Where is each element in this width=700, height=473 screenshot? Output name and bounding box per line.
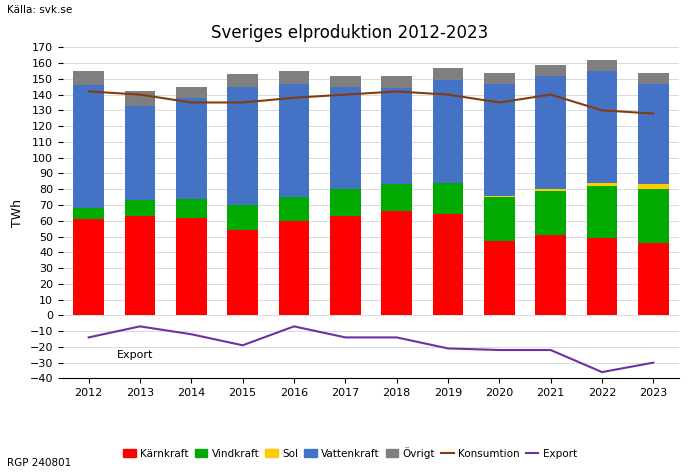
Bar [638,189,668,243]
Line: Export: Export [89,326,653,372]
Export [341,334,349,340]
Bar [330,216,360,315]
Bar [176,98,206,199]
Bar [279,221,309,315]
Bar [279,84,309,197]
Export [598,369,606,375]
Konsumtion [136,92,144,97]
Bar [125,91,155,105]
Bar [587,71,617,183]
Bar [587,186,617,238]
Konsumtion [598,107,606,113]
Bar [382,184,412,211]
Bar [536,65,566,76]
Bar [638,72,668,84]
Bar [176,218,206,315]
Bar [433,183,463,214]
Bar [638,243,668,315]
Bar [433,80,463,183]
Bar [638,184,668,189]
Bar [536,235,566,315]
Bar [228,87,258,205]
Bar [484,72,514,84]
Konsumtion [290,95,298,101]
Bar [484,195,514,197]
Bar [125,105,155,200]
Export [649,360,657,366]
Bar [587,238,617,315]
Bar [587,60,617,71]
Konsumtion [85,88,93,94]
Bar [433,68,463,80]
Export [393,334,401,340]
Bar [382,211,412,315]
Export [290,324,298,329]
Text: Källa: svk.se: Källa: svk.se [7,5,72,15]
Bar [330,76,360,87]
Bar [587,183,617,186]
Konsumtion [649,111,657,116]
Konsumtion [341,92,349,97]
Export [239,342,247,348]
Text: RGP 240801: RGP 240801 [7,458,71,468]
Text: Export: Export [117,350,153,360]
Bar [484,84,514,195]
Export [495,347,503,353]
Bar [176,199,206,218]
Bar [125,200,155,216]
Bar [536,76,566,189]
Bar [74,71,104,85]
Bar [484,241,514,315]
Bar [536,191,566,235]
Y-axis label: TWh: TWh [11,199,25,227]
Bar [382,88,412,184]
Konsumtion [239,100,247,105]
Bar [433,214,463,315]
Bar [536,189,566,191]
Bar [74,208,104,219]
Konsumtion [393,88,401,94]
Bar [638,84,668,184]
Bar [484,197,514,241]
Export [136,324,144,329]
Bar [176,87,206,98]
Bar [330,189,360,216]
Line: Konsumtion: Konsumtion [89,91,653,114]
Text: Sveriges elproduktion 2012-2023: Sveriges elproduktion 2012-2023 [211,24,489,42]
Bar [74,85,104,208]
Export [547,347,555,353]
Konsumtion [444,92,452,97]
Bar [125,216,155,315]
Legend: Kärnkraft, Vindkraft, Sol, Vattenkraft, Övrigt, Konsumtion, Export: Kärnkraft, Vindkraft, Sol, Vattenkraft, … [119,443,581,463]
Bar [279,71,309,84]
Bar [330,87,360,189]
Export [444,346,452,351]
Bar [228,230,258,315]
Bar [74,219,104,315]
Bar [279,197,309,221]
Konsumtion [187,100,195,105]
Konsumtion [547,92,555,97]
Konsumtion [495,100,503,105]
Export [187,332,195,337]
Bar [228,205,258,230]
Bar [382,76,412,88]
Export [85,334,93,340]
Bar [228,74,258,87]
